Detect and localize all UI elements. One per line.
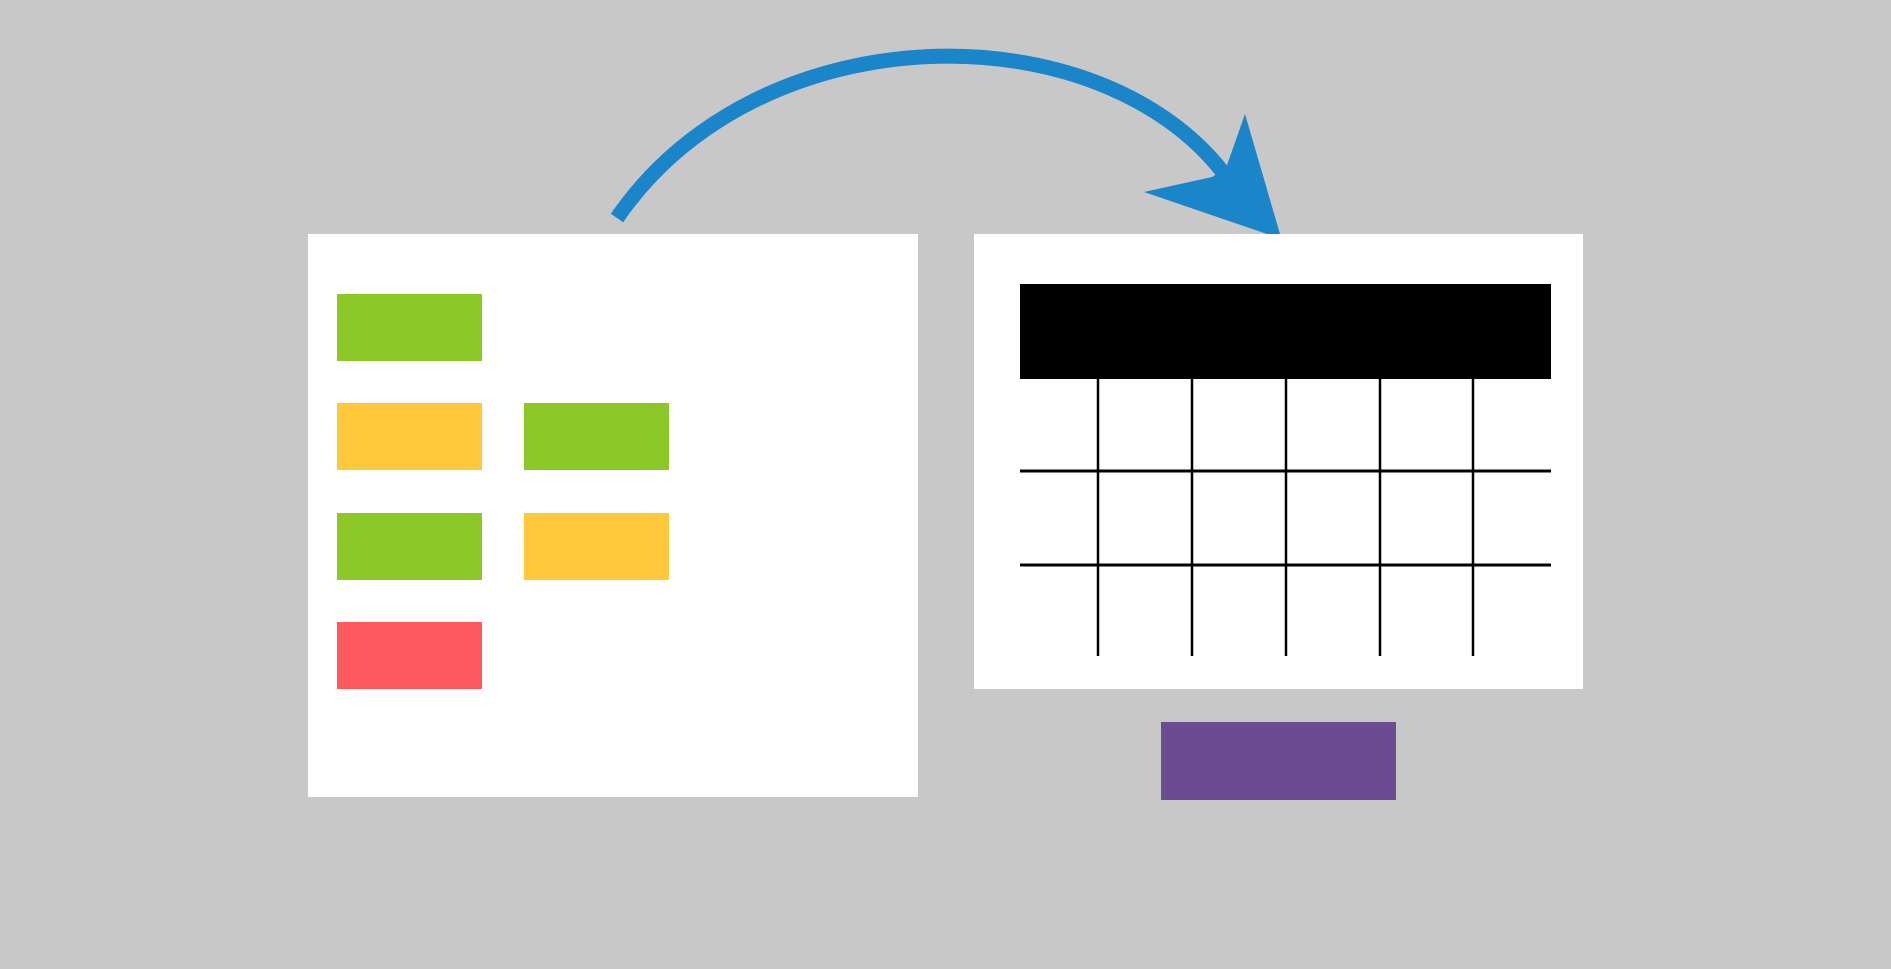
tile-green-1[interactable]: [337, 294, 482, 361]
tile-green-3[interactable]: [337, 513, 482, 580]
table-header: [1020, 284, 1551, 379]
action-button[interactable]: [1161, 722, 1396, 800]
tile-green-2[interactable]: [524, 403, 669, 470]
source-panel: [308, 234, 918, 797]
tile-yellow-2[interactable]: [524, 513, 669, 580]
table-grid: [1020, 284, 1551, 656]
tile-red-1[interactable]: [337, 622, 482, 689]
arrow-curve: [610, 48, 1231, 223]
tile-yellow-1[interactable]: [337, 403, 482, 470]
target-panel: [974, 234, 1583, 689]
arrow-head: [1144, 114, 1280, 234]
